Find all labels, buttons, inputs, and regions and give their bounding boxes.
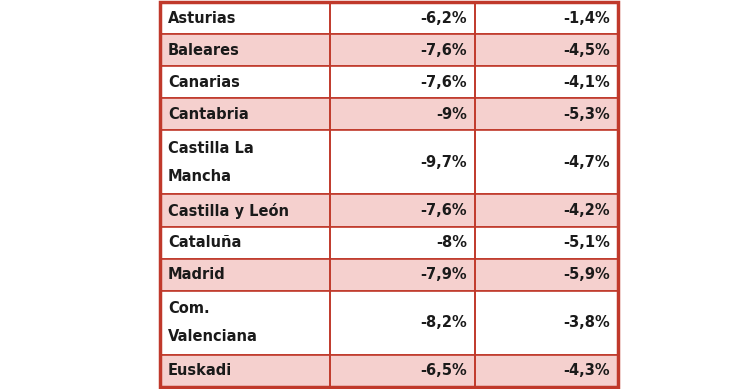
Text: -4,5%: -4,5% <box>563 43 610 58</box>
Text: -5,3%: -5,3% <box>563 107 610 122</box>
Text: -9%: -9% <box>436 107 467 122</box>
Bar <box>160 2 330 34</box>
Text: -8%: -8% <box>436 235 467 250</box>
Bar <box>160 66 330 98</box>
Bar <box>475 194 618 226</box>
Bar <box>330 66 475 98</box>
Bar <box>475 291 618 355</box>
Bar <box>475 291 618 355</box>
Text: Cantabria: Cantabria <box>168 107 249 122</box>
Bar <box>160 98 330 130</box>
Bar <box>160 259 330 291</box>
Text: -4,7%: -4,7% <box>563 155 610 170</box>
Bar <box>330 66 475 98</box>
Bar <box>475 226 618 259</box>
Bar <box>475 355 618 387</box>
Bar <box>475 2 618 34</box>
Bar <box>330 291 475 355</box>
Text: Cataluña: Cataluña <box>168 235 241 250</box>
Text: -5,9%: -5,9% <box>563 267 610 282</box>
Bar <box>160 34 330 66</box>
Text: -6,2%: -6,2% <box>420 11 467 26</box>
Bar <box>160 130 330 194</box>
Bar <box>330 226 475 259</box>
Bar <box>475 2 618 34</box>
Text: Mancha: Mancha <box>168 169 232 184</box>
Text: -1,4%: -1,4% <box>563 11 610 26</box>
Bar <box>160 194 330 226</box>
Bar <box>160 2 330 34</box>
Bar <box>330 2 475 34</box>
Bar <box>330 34 475 66</box>
Text: -7,6%: -7,6% <box>420 203 467 218</box>
Bar <box>475 98 618 130</box>
Text: Castilla y León: Castilla y León <box>168 203 289 219</box>
Bar <box>330 259 475 291</box>
Bar <box>330 34 475 66</box>
Bar <box>160 291 330 355</box>
Bar <box>475 98 618 130</box>
Text: -3,8%: -3,8% <box>563 315 610 330</box>
Bar <box>475 34 618 66</box>
Bar <box>160 259 330 291</box>
Text: -4,3%: -4,3% <box>563 363 610 378</box>
Text: -7,6%: -7,6% <box>420 43 467 58</box>
Text: -4,1%: -4,1% <box>563 75 610 90</box>
Bar <box>330 130 475 194</box>
Bar <box>475 66 618 98</box>
Text: Com.: Com. <box>168 301 209 316</box>
Bar <box>330 194 475 226</box>
Text: Canarias: Canarias <box>168 75 240 90</box>
Bar <box>475 130 618 194</box>
Text: Asturias: Asturias <box>168 11 237 26</box>
Text: Castilla La: Castilla La <box>168 141 254 156</box>
Bar <box>160 355 330 387</box>
Bar <box>160 226 330 259</box>
Text: -8,2%: -8,2% <box>420 315 467 330</box>
Bar <box>160 2 618 387</box>
Text: -6,5%: -6,5% <box>420 363 467 378</box>
Bar <box>475 259 618 291</box>
Bar <box>330 2 475 34</box>
Bar <box>330 355 475 387</box>
Bar <box>160 355 330 387</box>
Text: -5,1%: -5,1% <box>563 235 610 250</box>
Bar <box>330 259 475 291</box>
Bar <box>475 259 618 291</box>
Bar <box>475 226 618 259</box>
Bar <box>330 194 475 226</box>
Bar <box>330 226 475 259</box>
Bar <box>160 66 330 98</box>
Bar <box>160 130 330 194</box>
Text: Euskadi: Euskadi <box>168 363 232 378</box>
Bar <box>475 66 618 98</box>
Text: Valenciana: Valenciana <box>168 329 258 344</box>
Text: -7,6%: -7,6% <box>420 75 467 90</box>
Bar <box>330 98 475 130</box>
Bar <box>160 98 330 130</box>
Text: Baleares: Baleares <box>168 43 240 58</box>
Text: -4,2%: -4,2% <box>563 203 610 218</box>
Bar <box>160 34 330 66</box>
Text: -9,7%: -9,7% <box>420 155 467 170</box>
Bar <box>475 130 618 194</box>
Text: Madrid: Madrid <box>168 267 226 282</box>
Bar <box>160 194 330 226</box>
Bar <box>475 34 618 66</box>
Bar <box>330 291 475 355</box>
Bar <box>475 194 618 226</box>
Bar <box>330 355 475 387</box>
Bar <box>475 355 618 387</box>
Bar <box>160 226 330 259</box>
Text: -7,9%: -7,9% <box>420 267 467 282</box>
Bar <box>330 98 475 130</box>
Bar <box>330 130 475 194</box>
Bar <box>160 291 330 355</box>
